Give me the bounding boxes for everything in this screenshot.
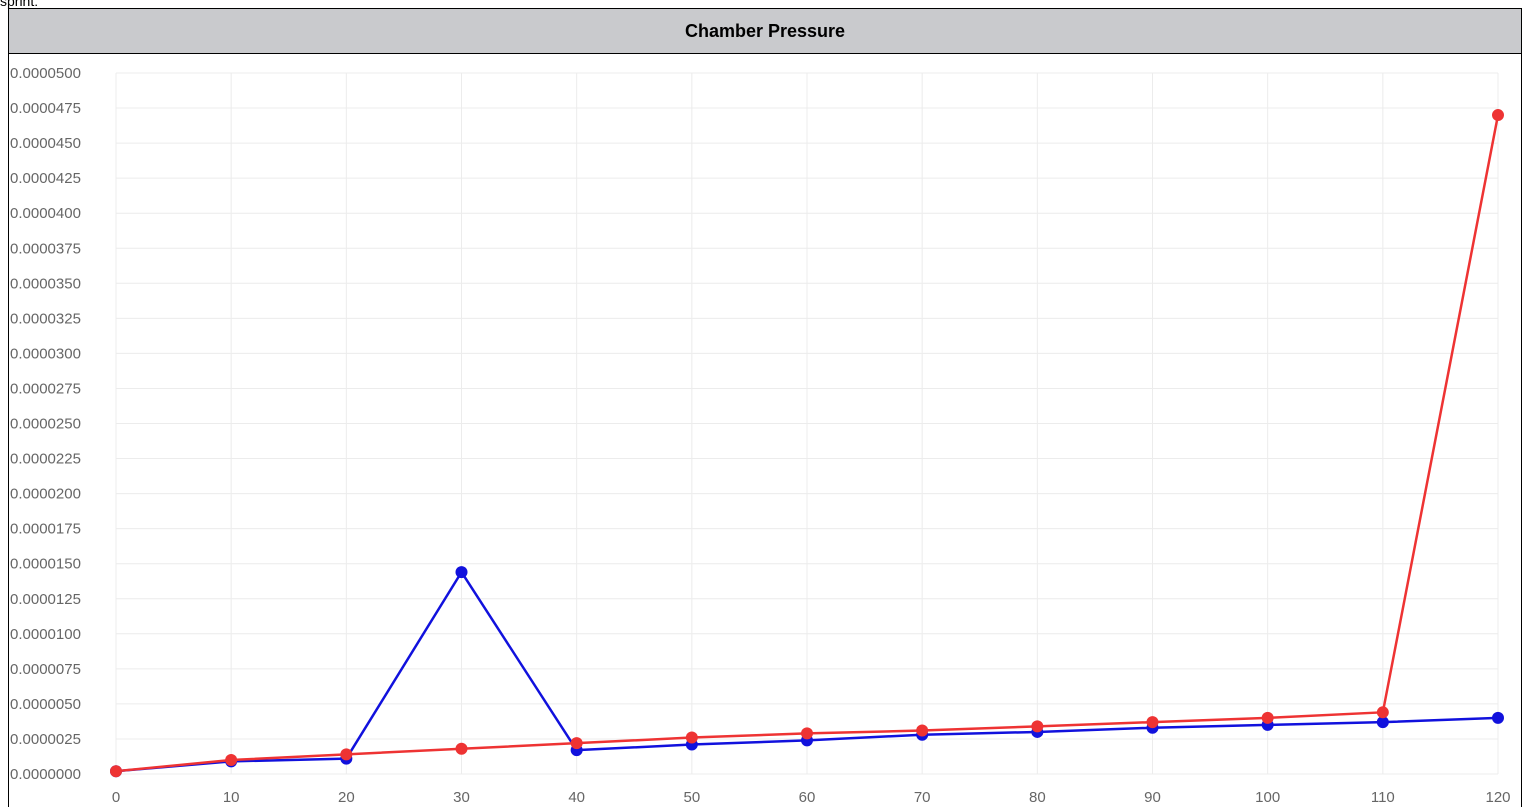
y-tick-label: 0.0000025 — [10, 731, 81, 748]
y-tick-label: 0.0000300 — [10, 345, 81, 362]
x-tick-label: 20 — [338, 789, 355, 806]
y-tick-label: 0.0000400 — [10, 205, 81, 222]
series-1-point — [1376, 706, 1389, 719]
y-tick-label: 0.0000275 — [10, 380, 81, 397]
series-1-point — [455, 742, 468, 755]
y-tick-label: 0.0000450 — [10, 135, 81, 152]
x-tick-label: 50 — [683, 789, 700, 806]
y-tick-label: 0.0000100 — [10, 626, 81, 643]
y-tick-label: 0.0000225 — [10, 451, 81, 468]
x-tick-label: 100 — [1255, 789, 1280, 806]
y-tick-label: 0.0000425 — [10, 170, 81, 187]
x-tick-label: 30 — [453, 789, 470, 806]
series-layer — [110, 109, 1504, 778]
panel-header: Chamber Pressure — [9, 9, 1521, 54]
y-tick-label: 0.0000375 — [10, 240, 81, 257]
x-tick-label: 90 — [1144, 789, 1161, 806]
x-tick-label: 70 — [914, 789, 931, 806]
axis-layer: 0.0000000 0.0000025 0.0000050 0.0000075 0.00… — [10, 65, 1511, 806]
y-tick-label: 0.0000075 — [10, 661, 81, 678]
series-1-point — [110, 765, 122, 778]
y-tick-label: 0.0000150 — [10, 556, 81, 573]
grid-layer — [115, 72, 1499, 775]
series-1-point — [340, 748, 353, 761]
series-1-point — [570, 737, 583, 750]
x-tick-label: 120 — [1485, 789, 1510, 806]
series-0-point — [455, 566, 468, 579]
y-tick-label: 0.0000500 — [10, 65, 81, 82]
y-tick-label: 0.0000200 — [10, 486, 81, 503]
x-tick-label: 80 — [1029, 789, 1046, 806]
series-1-point — [225, 753, 238, 766]
series-1-point — [1261, 711, 1274, 724]
x-tick-label: 40 — [568, 789, 585, 806]
top-text: sprint: — [0, 0, 39, 9]
y-tick-label: 0.0000250 — [10, 416, 81, 433]
x-tick-label: 10 — [223, 789, 240, 806]
y-tick-label: 0.0000125 — [10, 591, 81, 608]
y-tick-label: 0.0000000 — [10, 766, 81, 783]
series-1-point — [685, 731, 698, 744]
panel-title: Chamber Pressure — [684, 20, 846, 41]
y-tick-label: 0.0000325 — [10, 310, 81, 327]
y-tick-label: 0.0000475 — [10, 100, 81, 117]
series-1-point — [801, 727, 813, 740]
x-tick-label: 60 — [799, 789, 816, 806]
chart-panel: Chamber Pressure — [8, 8, 1522, 807]
y-tick-label: 0.0000350 — [10, 275, 81, 292]
x-tick-label: 110 — [1371, 789, 1395, 806]
series-0-point — [1376, 716, 1389, 729]
series-0-point — [1492, 711, 1504, 724]
series-1-point — [1492, 109, 1504, 122]
y-tick-label: 0.0000050 — [10, 696, 81, 713]
y-tick-label: 0.0000175 — [10, 521, 81, 538]
series-1-point — [916, 724, 929, 737]
series-1-point — [1031, 720, 1044, 733]
x-tick-label: 0 — [112, 789, 120, 806]
series-1-point — [1146, 716, 1159, 729]
